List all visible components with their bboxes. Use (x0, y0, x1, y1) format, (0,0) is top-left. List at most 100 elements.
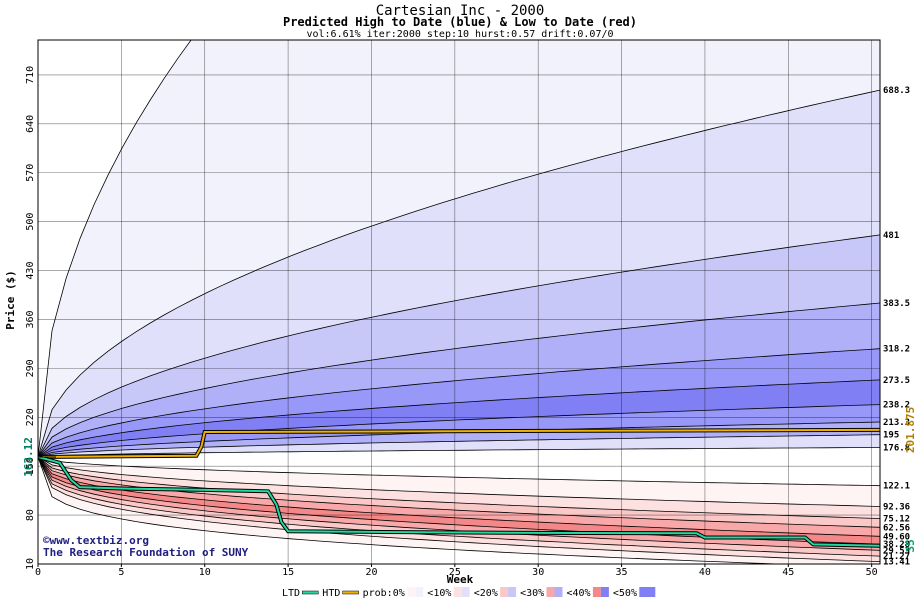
low-label-92.36: 92.36 (883, 502, 910, 512)
x-tick-10: 10 (199, 567, 211, 578)
x-tick-20: 20 (365, 567, 377, 578)
plot-frame (37, 39, 881, 565)
high-band-3 (38, 234, 880, 457)
high-label-176.8: 176.8 (883, 443, 910, 453)
y-tick-500: 500 (25, 213, 36, 231)
legend-label-4: <20% (474, 588, 498, 599)
legend-swatch-0 (302, 590, 319, 595)
legend-label-6: <40% (567, 588, 591, 599)
low-label-49.60: 49.60 (883, 532, 910, 542)
x-tick-30: 30 (532, 567, 544, 578)
x-tick-50: 50 (866, 567, 878, 578)
chart-title: Cartesian Inc - 2000 (376, 3, 545, 19)
legend-swatch-red-5 (500, 587, 509, 597)
x-tick-45: 45 (782, 567, 794, 578)
plot-area (37, 39, 881, 567)
y-tick-430: 430 (25, 262, 36, 280)
legend-swatch-blue-7 (600, 587, 609, 597)
legend: LTD HTD prob:0% <10% <20% <30% <40% <50% (282, 587, 656, 599)
x-tick-15: 15 (282, 567, 294, 578)
low-band-1 (38, 457, 880, 507)
low-line-13.41 (38, 456, 880, 562)
high-line-383.5 (38, 302, 880, 458)
low-label-122.1: 122.1 (883, 482, 910, 492)
legend-label-2: prob:0% (363, 588, 405, 599)
low-line-75.12 (38, 456, 880, 519)
band-lines (38, 40, 880, 564)
high-label-238.2: 238.2 (883, 401, 910, 411)
outer-high-line (38, 40, 192, 458)
high-label-213.3: 213.3 (883, 418, 910, 428)
legend-swatch-blue-6 (554, 587, 563, 597)
legend-swatch-blue-3 (415, 587, 424, 597)
low-label-62.56: 62.56 (883, 523, 910, 533)
low-band-4 (38, 457, 880, 537)
y-tick-150: 150 (25, 457, 36, 475)
high-label-318.2: 318.2 (883, 345, 910, 355)
y-tick-570: 570 (25, 164, 36, 182)
high-band-9 (38, 434, 880, 457)
legend-label-7: <50% (613, 588, 637, 599)
chart-params: vol:6.61% iter:2000 step:10 hurst:0.57 d… (306, 29, 613, 40)
high-line-273.5 (38, 379, 880, 458)
low-line-21.27 (38, 456, 880, 557)
high-line-238.2 (38, 404, 880, 458)
credit-url: ©www.textbiz.org (43, 534, 149, 547)
y-tick-290: 290 (25, 359, 36, 377)
high-line-688.3 (38, 89, 880, 458)
chart-subtitle: Predicted High to Date (blue) & Low to D… (283, 15, 637, 29)
x-tick-35: 35 (616, 567, 628, 578)
y-tick-10: 10 (25, 558, 36, 570)
legend-label-1: HTD (322, 588, 340, 599)
legend-swatch-red-4 (453, 587, 462, 597)
x-tick-0: 0 (35, 567, 41, 578)
outer-low-line (38, 456, 791, 564)
htd-end-label: 201.875 (904, 407, 917, 453)
low-label-29.53: 29.53 (883, 546, 910, 556)
x-tick-25: 25 (449, 567, 461, 578)
high-label-195: 195 (883, 431, 899, 441)
high-label-273.5: 273.5 (883, 376, 910, 386)
x-axis-title: Week (447, 573, 474, 586)
high-line-318.2 (38, 348, 880, 458)
legend-label-3: <10% (427, 588, 451, 599)
high-label-383.5: 383.5 (883, 299, 910, 309)
low-label-21.27: 21.27 (883, 552, 910, 562)
low-band-5 (38, 457, 880, 545)
low-line-49.60 (38, 456, 880, 537)
high-line-481 (38, 234, 880, 458)
y-tick-220: 220 (25, 408, 36, 426)
low-line-122.1 (38, 456, 880, 487)
legend-swatch-red-3 (407, 587, 416, 597)
low-band-8 (38, 457, 880, 562)
high-band-5 (38, 348, 880, 457)
ltd-line (38, 456, 880, 547)
high-band-6 (38, 379, 880, 457)
legend-swatch-blue-5 (508, 587, 517, 597)
low-label-75.12: 75.12 (883, 515, 910, 525)
x-tick-5: 5 (118, 567, 124, 578)
low-label-13.41: 13.41 (883, 558, 910, 568)
credit-org: The Research Foundation of SUNY (43, 546, 249, 559)
y-tick-640: 640 (25, 115, 36, 133)
legend-swatch-red-7 (592, 587, 601, 597)
ltd-end-label: 35 (904, 539, 917, 552)
low-label-38.28: 38.28 (883, 540, 910, 550)
y-tick-80: 80 (25, 509, 36, 521)
high-line-176.8 (38, 447, 880, 458)
low-band-9 (38, 457, 880, 564)
legend-swatch-1 (342, 590, 359, 595)
legend-swatch-last (639, 587, 656, 597)
legend-swatch-red-6 (546, 587, 555, 597)
low-line-92.36 (38, 456, 880, 507)
low-band-3 (38, 457, 880, 528)
band-layer (38, 40, 880, 564)
x-tick-40: 40 (699, 567, 711, 578)
legend-swatch-blue-4 (461, 587, 470, 597)
start-price-label: 163.12 (22, 437, 35, 477)
y-tick-710: 710 (25, 66, 36, 84)
high-line-195 (38, 434, 880, 458)
high-band-1 (38, 40, 880, 457)
high-label-688.3: 688.3 (883, 86, 910, 96)
